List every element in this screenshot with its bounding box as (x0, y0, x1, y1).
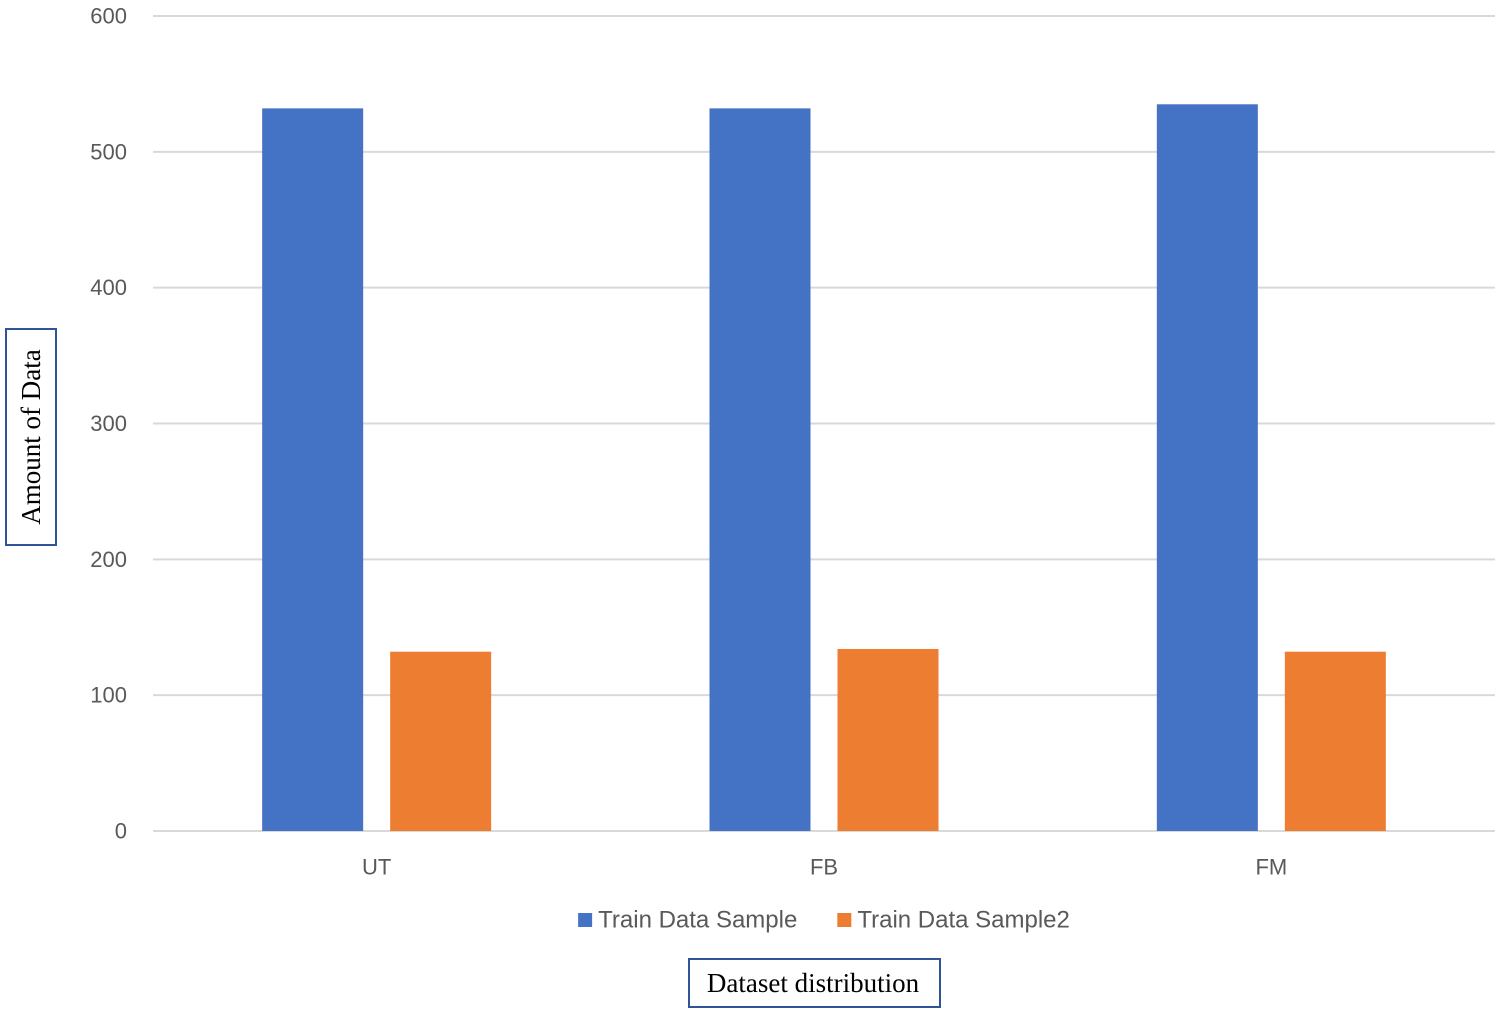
y-axis-title-frame (5, 328, 57, 546)
bar-ut-series-1 (262, 108, 364, 831)
x-tick-label: UT (362, 855, 391, 880)
x-axis-title-frame (688, 958, 941, 1008)
legend: Train Data Sample Train Data Sample2 (578, 907, 1070, 934)
bar-fb-series-2 (837, 648, 939, 831)
y-tick-label: 100 (90, 683, 127, 708)
x-tick-label: FM (1255, 855, 1287, 880)
y-tick-label: 500 (90, 139, 127, 164)
gridlines (153, 15, 1495, 832)
y-axis-title: Amount of Data (16, 349, 46, 524)
x-axis-ticks: UT FB FM (362, 855, 1287, 880)
legend-label: Train Data Sample2 (857, 907, 1070, 934)
y-axis-title-box: Amount of Data (5, 328, 57, 546)
bar-fm-series-2 (1284, 651, 1386, 831)
y-tick-label: 600 (90, 4, 127, 29)
legend-label: Train Data Sample (598, 907, 797, 934)
legend-swatch (837, 913, 852, 927)
y-axis-ticks: 0 100 200 300 400 500 600 (90, 4, 127, 844)
legend-swatch (578, 913, 593, 927)
x-axis-title: Dataset distribution (707, 968, 920, 998)
y-tick-label: 0 (115, 819, 127, 844)
y-tick-label: 400 (90, 275, 127, 300)
y-tick-label: 300 (90, 411, 127, 436)
x-tick-label: FB (810, 855, 838, 880)
bars (262, 104, 1386, 831)
bar-ut-series-2 (390, 651, 492, 831)
bar-fm-series-1 (1156, 104, 1258, 831)
y-tick-label: 200 (90, 547, 127, 572)
x-axis-title-box: Dataset distribution (688, 958, 941, 1008)
bar-fb-series-1 (709, 108, 811, 831)
